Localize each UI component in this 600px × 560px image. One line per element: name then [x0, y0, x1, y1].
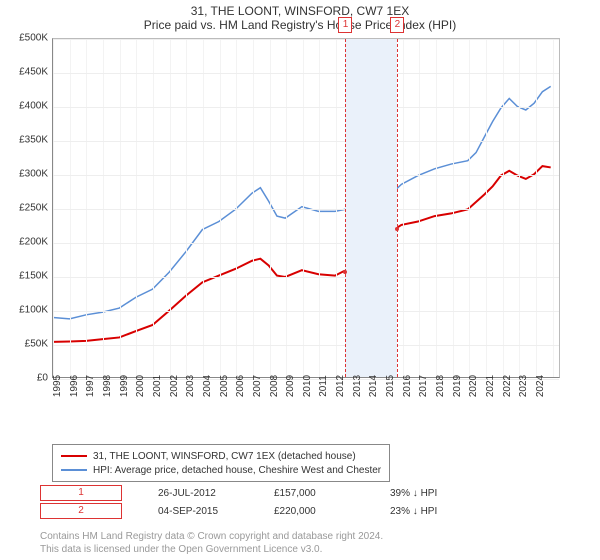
transaction-dot-icon: [343, 270, 347, 274]
x-tick-label: 2010: [302, 375, 313, 397]
x-tick-label: 2003: [185, 375, 196, 397]
x-tick-label: 1997: [85, 375, 96, 397]
x-tick-label: 2020: [468, 375, 479, 397]
x-tick-label: 2023: [518, 375, 529, 397]
y-tick-label: £100K: [19, 305, 48, 316]
y-tick-label: £150K: [19, 271, 48, 282]
sale-delta: 39% ↓ HPI: [390, 488, 470, 499]
sale-date: 26-JUL-2012: [158, 488, 238, 499]
legend-label-property: 31, THE LOONT, WINSFORD, CW7 1EX (detach…: [93, 451, 356, 462]
x-tick-label: 2001: [152, 375, 163, 397]
x-tick-label: 2006: [235, 375, 246, 397]
title-address: 31, THE LOONT, WINSFORD, CW7 1EX: [0, 4, 600, 18]
y-tick-label: £0: [37, 373, 48, 384]
table-row: 2 04-SEP-2015 £220,000 23% ↓ HPI: [40, 502, 470, 520]
x-tick-label: 2017: [418, 375, 429, 397]
x-tick-label: 2014: [368, 375, 379, 397]
y-tick-label: £500K: [19, 33, 48, 44]
x-tick-label: 2022: [502, 375, 513, 397]
sale-delta: 23% ↓ HPI: [390, 506, 470, 517]
y-tick-label: £400K: [19, 101, 48, 112]
x-tick-label: 2013: [352, 375, 363, 397]
sale-price: £220,000: [274, 506, 354, 517]
legend: 31, THE LOONT, WINSFORD, CW7 1EX (detach…: [52, 444, 390, 482]
y-tick-label: £450K: [19, 67, 48, 78]
y-tick-label: £350K: [19, 135, 48, 146]
x-tick-label: 2007: [252, 375, 263, 397]
x-tick-label: 2005: [219, 375, 230, 397]
x-tick-label: 1996: [69, 375, 80, 397]
sale-price: £157,000: [274, 488, 354, 499]
x-tick-label: 2024: [535, 375, 546, 397]
x-tick-label: 2015: [385, 375, 396, 397]
title-subtitle: Price paid vs. HM Land Registry's House …: [0, 18, 600, 32]
x-tick-label: 2009: [285, 375, 296, 397]
x-tick-label: 2012: [335, 375, 346, 397]
x-tick-label: 2021: [485, 375, 496, 397]
y-tick-label: £300K: [19, 169, 48, 180]
x-tick-label: 2008: [269, 375, 280, 397]
x-tick-label: 1995: [52, 375, 63, 397]
x-tick-label: 2016: [402, 375, 413, 397]
chart-marker-icon: 1: [338, 17, 352, 33]
y-tick-label: £250K: [19, 203, 48, 214]
chart-marker-icon: 2: [390, 17, 404, 33]
x-tick-label: 2004: [202, 375, 213, 397]
chart: £0 £50K £100K £150K £200K £250K £300K £350K £400…: [10, 38, 590, 408]
legend-line-hpi: [61, 469, 87, 471]
attribution: Contains HM Land Registry data © Crown c…: [40, 530, 383, 556]
x-tick-label: 1998: [102, 375, 113, 397]
x-tick-label: 1999: [119, 375, 130, 397]
sale-date: 04-SEP-2015: [158, 506, 238, 517]
x-tick-label: 2018: [435, 375, 446, 397]
y-tick-label: £50K: [25, 339, 48, 350]
sale-marker-icon: 1: [40, 485, 122, 501]
x-tick-label: 2011: [318, 375, 329, 397]
attribution-line: This data is licensed under the Open Gov…: [40, 543, 383, 556]
x-tick-label: 2002: [169, 375, 180, 397]
sale-marker-icon: 2: [40, 503, 122, 519]
table-row: 1 26-JUL-2012 £157,000 39% ↓ HPI: [40, 484, 470, 502]
transaction-dot-icon: [395, 227, 399, 231]
sales-table: 1 26-JUL-2012 £157,000 39% ↓ HPI 2 04-SE…: [40, 484, 470, 520]
x-tick-label: 2019: [452, 375, 463, 397]
y-tick-label: £200K: [19, 237, 48, 248]
legend-label-hpi: HPI: Average price, detached house, Ches…: [93, 465, 381, 476]
attribution-line: Contains HM Land Registry data © Crown c…: [40, 530, 383, 543]
x-tick-label: 2000: [135, 375, 146, 397]
legend-line-property: [61, 455, 87, 457]
